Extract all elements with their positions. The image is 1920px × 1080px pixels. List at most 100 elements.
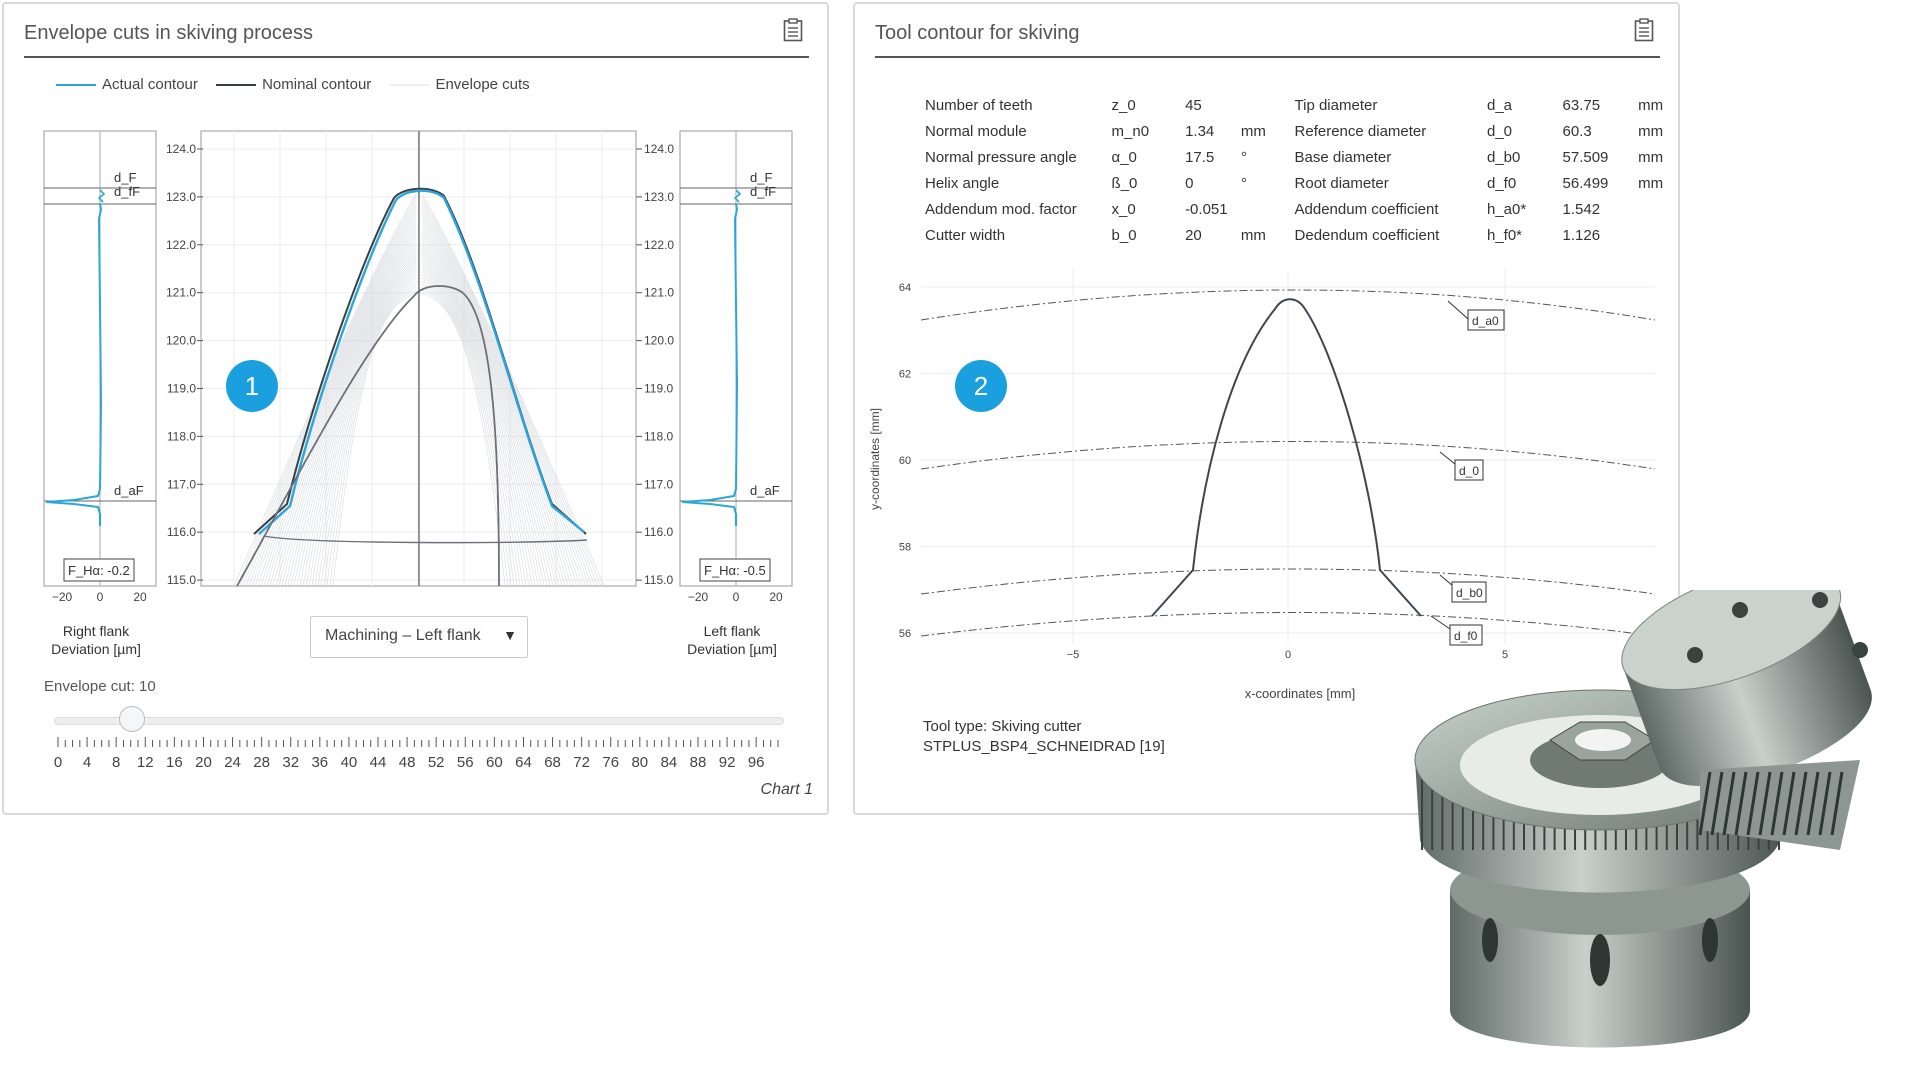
slider-tick-label: 76 [602,754,620,771]
dropdown-arrow-icon: ▼ [503,627,517,643]
slider-tick-label: 32 [282,754,300,771]
y-axis-label: y-coordinates [mm] [868,408,882,510]
circle-d_b0 [920,568,1656,595]
circle-d_f0 [920,612,1656,637]
slider-tick-label: 68 [544,754,561,771]
legend-envelope[interactable]: Envelope cuts [389,76,530,93]
panel-title: Envelope cuts in skiving process [24,22,314,44]
y-tick-label: 60 [899,455,911,467]
svg-text:−20: −20 [688,590,709,604]
svg-text:d_a0: d_a0 [1472,314,1499,328]
svg-text:−20: −20 [52,590,73,604]
slider-tick-label: 48 [398,754,416,771]
y-tick-label-right: 115.0 [644,573,673,587]
slider-tick-label: 40 [340,754,358,771]
param-row: Normal module m_n0 1.34 mm Reference diamete… [925,122,1664,140]
fha-value: F_Hα: -0.2 [68,563,130,578]
y-tick-label: 115.0 [167,573,196,587]
y-tick-label-right: 123.0 [644,190,674,204]
slider-tick-label: 52 [427,754,445,771]
svg-text:d_fF: d_fF [750,184,776,199]
slider-tick-label: 8 [112,754,121,771]
circle-d_a0 [920,289,1656,321]
slider-tick-label: 20 [195,754,212,771]
svg-text:d_aF: d_aF [750,483,780,498]
y-tick-label: 123.0 [166,190,196,204]
machining-dropdown[interactable]: Machining – Left flank ▼ [310,616,528,658]
envelope-cut-label: Envelope cut: 10 [44,678,156,695]
y-tick-label: 62 [899,369,911,381]
legend-nominal[interactable]: Nominal contour [216,76,371,93]
y-tick-label-right: 119.0 [644,382,673,396]
tool-contour-chart: 64 62 60 58 56 −5 0 5 d_a0 d_0 d_b0 d_f0 x-coo… [868,269,1656,701]
slider-tick-label: 36 [311,754,329,771]
clipboard-icon[interactable] [1634,18,1654,42]
x-tick-label: −5 [1067,649,1080,661]
param-row: Addendum mod. factor x_0 -0.051 Addendum co… [925,200,1601,218]
slider-tick-label: 16 [166,754,183,771]
slider-tick-label: 72 [573,754,590,771]
param-row: Normal pressure angle α_0 17.5 ° Base diamet… [925,148,1664,166]
y-tick-label-right: 122.0 [644,238,674,252]
slider-tick-label: 88 [689,754,707,771]
callout-badge-1: 1 [226,360,278,412]
clipboard-icon[interactable] [783,18,803,42]
svg-text:d_f0: d_f0 [1454,629,1478,643]
mini-d-aF-label: d_aF [114,483,144,498]
envelope-cut-slider-handle[interactable] [118,706,145,732]
slider-tick-label: 60 [486,754,503,771]
y-tick-label: 118.0 [167,429,196,443]
tool-contour-panel: Tool contour for skiving Number of teeth… [853,2,1680,815]
panel-title: Tool contour for skiving [875,22,1080,44]
x-tick-label: 0 [1285,649,1291,661]
svg-text:0: 0 [733,590,740,604]
slider-tick-label: 56 [456,754,474,771]
svg-text:20: 20 [769,590,783,604]
envelope-cuts-panel: Envelope cuts in skiving process Actual … [2,2,829,815]
envelope-cut-slider-track[interactable] [54,717,784,725]
y-tick-label: 117.0 [167,477,196,491]
param-row: Number of teeth z_0 45 Tip diameter d_a 63.75… [925,96,1664,114]
y-tick-label: 58 [899,542,911,554]
svg-text:20: 20 [133,590,147,604]
slider-tick-label: 92 [718,754,736,771]
chart-label: Chart 1 [760,781,813,798]
y-tick-label-right: 124.0 [644,142,674,156]
x-tick-label: 5 [1502,649,1508,661]
svg-text:d_0: d_0 [1459,464,1479,478]
slider-tick-label: 12 [136,754,154,771]
envelope-chart: d_F d_fF d_aF F_Hα: -0.2 −20 0 20 124.01… [43,130,793,747]
y-tick-label: 116.0 [167,525,196,539]
slider-tick-label: 84 [660,754,678,771]
slider-tick-label: 24 [224,754,241,771]
y-tick-label-right: 121.0 [644,286,674,300]
y-tick-label-right: 120.0 [644,334,674,348]
y-tick-label: 122.0 [166,238,196,252]
y-tick-label: 124.0 [166,142,196,156]
callout-badge-2: 2 [955,360,1007,412]
legend-actual[interactable]: Actual contour [56,76,198,93]
dropdown-value: Machining – Left flank [325,627,481,644]
circle-labels: d_a0 d_0 d_b0 d_f0 [1430,300,1505,646]
slider-tick-label: 80 [631,754,649,771]
mini-d-F-label: d_F [114,170,136,185]
slider-tick-label: 44 [369,754,387,771]
svg-text:d_b0: d_b0 [1456,586,1483,600]
param-row: Cutter width b_0 20 mm Dedendum coefficient h… [925,226,1601,244]
right-flank-deviation-plot: d_F d_fF d_aF F_Hα: -0.2 −20 0 20 [43,130,157,604]
tool-tooth-profile [1151,298,1422,617]
actual-contour-line [258,189,585,535]
y-tick-label-right: 116.0 [644,525,673,539]
envelope-main-plot: 124.0 123.0 122.0 121.0 120.0 119.0 118.0 117.0… [166,130,674,587]
x-axis-label: x-coordinates [mm] [1245,686,1356,701]
slider-tick-label: 28 [253,754,270,771]
svg-text:0: 0 [97,590,104,604]
left-flank-label: Left flank Deviation [µm] [687,623,777,657]
tool-type-info: Tool type: Skiving cutter STPLUS_BSP4_SC… [923,718,1165,755]
y-tick-label-right: 118.0 [644,429,673,443]
circle-d_0 [920,441,1656,470]
mini-d-fF-label: d_fF [114,184,140,199]
y-tick-label: 120.0 [166,334,196,348]
skiving-gear-3d-illustration [1414,590,1872,1048]
chart-legend: Actual contour Nominal contour Envelope … [56,76,544,93]
